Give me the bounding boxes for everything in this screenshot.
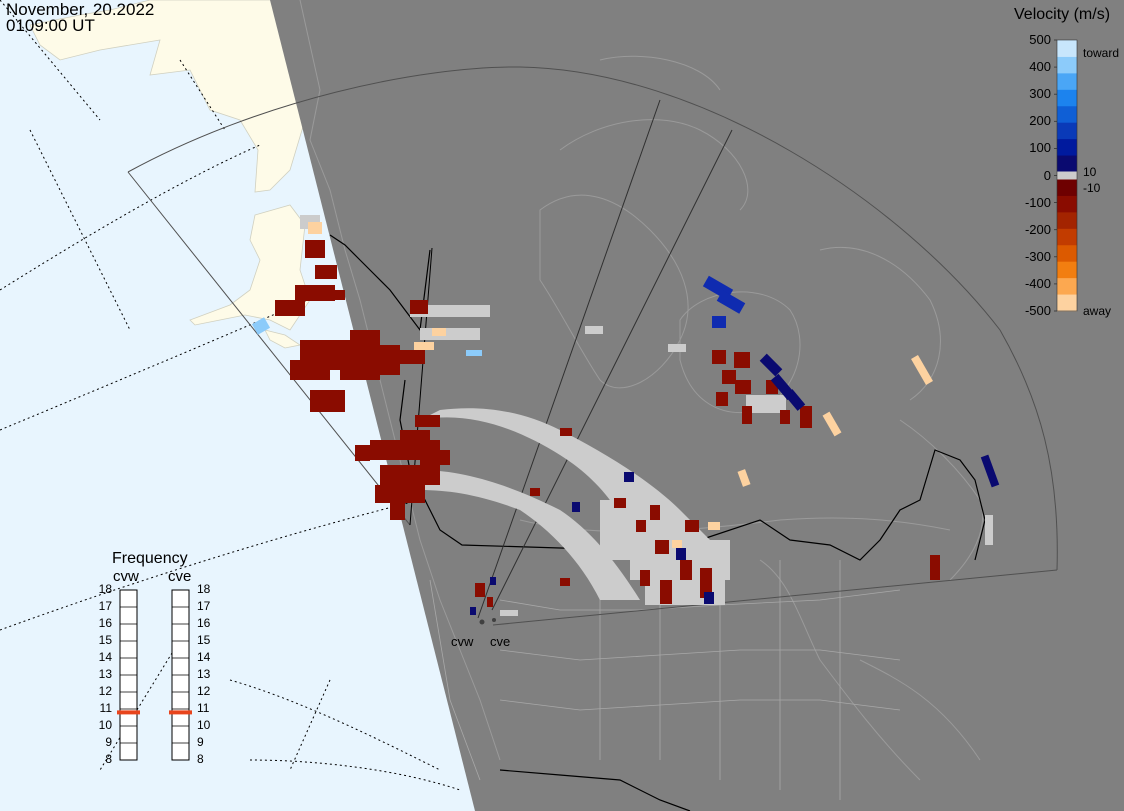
frequency-tick-label-right: 9 bbox=[197, 735, 204, 749]
velocity-tick-label: 0 bbox=[1043, 167, 1051, 183]
colorbar-toward-segment bbox=[1057, 89, 1077, 107]
frequency-tick-label-right: 17 bbox=[197, 599, 211, 613]
graticule bbox=[0, 0, 461, 791]
toward-label: toward bbox=[1083, 46, 1120, 60]
colorbar-away-segment bbox=[1057, 294, 1077, 312]
frequency-tick-label-left: 10 bbox=[98, 718, 112, 732]
colorbar-away-segment bbox=[1057, 245, 1077, 263]
velocity-cells-toward bbox=[702, 275, 746, 328]
frequency-title: Frequency bbox=[112, 550, 188, 567]
canada-us-border bbox=[399, 379, 986, 561]
velocity-cells-toward-slow bbox=[470, 353, 1000, 615]
colorbar-toward-segment bbox=[1057, 138, 1077, 156]
velocity-cells-fast-away bbox=[308, 222, 933, 548]
colorbar-zero-band bbox=[1057, 171, 1077, 180]
frequency-tick-label-left: 17 bbox=[98, 599, 112, 613]
away-label: away bbox=[1083, 304, 1112, 318]
velocity-cells-away bbox=[275, 240, 940, 607]
colorbar-away-segment bbox=[1057, 195, 1077, 213]
colorbar-away-segment bbox=[1057, 212, 1077, 230]
velocity-tick-label: -400 bbox=[1024, 275, 1051, 291]
radar-site-label-cvw: cvw bbox=[451, 634, 474, 649]
frequency-tick-label-left: 12 bbox=[98, 684, 112, 698]
colorbar-away-segment bbox=[1057, 278, 1077, 296]
frequency-tick-label-left: 13 bbox=[98, 667, 112, 681]
alaska-landmass bbox=[29, 0, 321, 193]
frequency-marker bbox=[169, 710, 192, 715]
frequency-radar-cvw-label: cvw bbox=[113, 568, 139, 585]
velocity-tick-label: -200 bbox=[1024, 221, 1051, 237]
aleutian-tip bbox=[264, 329, 302, 349]
date-label: November, 20.2022 bbox=[6, 0, 155, 19]
colorbar-toward-segment bbox=[1057, 105, 1077, 123]
colorbar-away-segment bbox=[1057, 228, 1077, 246]
frequency-tick-label-right: 8 bbox=[197, 752, 204, 766]
frequency-tick-label-left: 11 bbox=[99, 701, 112, 715]
us-mexico-border bbox=[499, 769, 691, 811]
frequency-tick-label-right: 14 bbox=[197, 650, 211, 664]
frequency-tick-label-left: 14 bbox=[98, 650, 112, 664]
frequency-tick-label-right: 15 bbox=[197, 633, 211, 647]
radar-site-cvw bbox=[479, 619, 485, 625]
radar-site-cve bbox=[492, 618, 496, 622]
colorbar-away-segment bbox=[1057, 261, 1077, 279]
velocity-colorbar[interactable] bbox=[1054, 39, 1078, 312]
colorbar-toward-segment bbox=[1057, 72, 1077, 90]
colorbar-toward-segment bbox=[1057, 40, 1077, 57]
colorbar-toward-segment bbox=[1057, 56, 1077, 74]
frequency-tick-label-left: 18 bbox=[98, 582, 112, 596]
frequency-tick-label-left: 15 bbox=[98, 633, 112, 647]
frequency-tick-label-right: 13 bbox=[197, 667, 211, 681]
alaska-border bbox=[329, 234, 431, 332]
velocity-tick-label: 300 bbox=[1029, 86, 1051, 102]
time-label: 0109:00 UT bbox=[6, 16, 95, 35]
velocity-tick-label: -300 bbox=[1024, 248, 1051, 264]
nightside bbox=[270, 0, 1124, 811]
radar-site-label-cve: cve bbox=[490, 634, 511, 649]
velocity-tick-label: 200 bbox=[1029, 113, 1051, 129]
alaska-peninsula bbox=[189, 204, 311, 331]
fields-of-view bbox=[127, 66, 1058, 626]
frequency-marker bbox=[117, 710, 140, 715]
colorbar-toward-segment bbox=[1057, 155, 1077, 172]
velocity-tick-label: -500 bbox=[1024, 303, 1051, 318]
velocity-tick-label: 400 bbox=[1029, 59, 1051, 75]
positive-threshold-label: 10 bbox=[1083, 165, 1097, 179]
frequency-tick-label-right: 10 bbox=[197, 718, 211, 732]
frequency-tick-label-right: 18 bbox=[197, 582, 211, 596]
colorbar-toward-segment bbox=[1057, 122, 1077, 140]
velocity-tick-label: 500 bbox=[1029, 32, 1051, 47]
frequency-tick-label-left: 8 bbox=[105, 752, 112, 766]
frequency-tick-label-left: 9 bbox=[105, 735, 112, 749]
colorbar-away-segment bbox=[1057, 179, 1077, 197]
velocity-legend-title: Velocity (m/s) bbox=[1014, 6, 1111, 23]
velocity-tick-label: -100 bbox=[1024, 194, 1051, 210]
velocity-cells-toward-fast bbox=[251, 317, 482, 356]
frequency-radar-cve-label: cve bbox=[168, 568, 192, 585]
coastlines bbox=[299, 0, 984, 781]
frequency-tick-label-right: 12 bbox=[197, 684, 211, 698]
frequency-tick-label-left: 16 bbox=[98, 616, 112, 630]
frequency-tick-label-right: 16 bbox=[197, 616, 211, 630]
frequency-tick-label-right: 11 bbox=[197, 701, 210, 715]
negative-threshold-label: -10 bbox=[1083, 181, 1101, 195]
velocity-tick-label: 100 bbox=[1029, 140, 1051, 156]
frequency-panel bbox=[117, 589, 192, 761]
